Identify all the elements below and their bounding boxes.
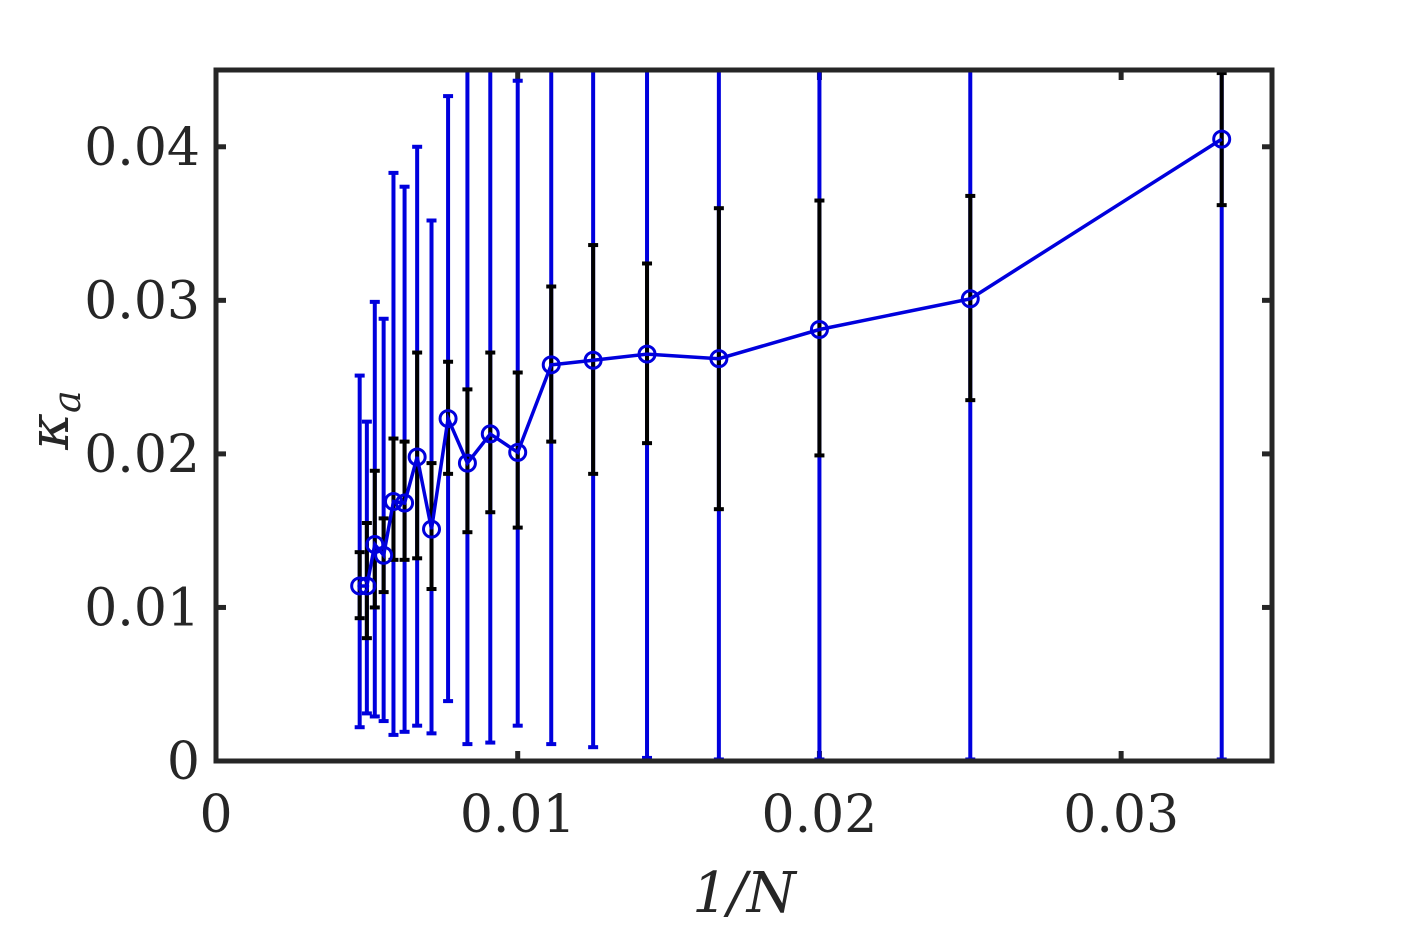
data-point — [357, 576, 377, 596]
data-point — [480, 424, 500, 444]
data-point — [637, 344, 657, 364]
x-tick-label: 0.02 — [762, 785, 878, 845]
y-tick-label: 0 — [167, 732, 200, 792]
data-point — [541, 355, 561, 375]
y-tick-label: 0.03 — [84, 271, 200, 331]
y-axis-label-main: κ — [17, 413, 82, 451]
y-axis-label-sub: a — [45, 390, 89, 413]
y-tick-label: 0.04 — [84, 118, 200, 178]
plot-frame — [213, 67, 1275, 764]
data-point — [438, 409, 458, 429]
y-tick-label: 0.01 — [84, 578, 200, 638]
y-axis-label: κa — [17, 390, 89, 450]
tick-labels: 0 0.01 0.02 0.03 0 0.01 0.02 0.03 0.04 — [84, 118, 1179, 845]
x-tick-label: 0.01 — [460, 785, 576, 845]
x-tick-label: 0 — [199, 785, 232, 845]
x-axis-label: 1/N — [692, 861, 797, 926]
data-point — [709, 349, 729, 369]
data-point — [407, 447, 427, 467]
x-axis-label-text: 1/N — [692, 861, 797, 926]
data-point — [374, 545, 394, 565]
data-point — [960, 289, 980, 309]
data-point — [457, 453, 477, 473]
x-tick-label: 0.03 — [1063, 785, 1179, 845]
data-point — [508, 442, 528, 462]
data-point — [350, 576, 370, 596]
data-point — [422, 519, 442, 539]
data-point — [383, 491, 403, 511]
data-point — [583, 350, 603, 370]
y-tick-label: 0.02 — [84, 425, 200, 485]
series-line — [359, 137, 1223, 588]
data-series — [350, 129, 1232, 596]
data-point — [395, 493, 415, 513]
data-point — [809, 320, 829, 340]
data-point — [1212, 129, 1232, 149]
